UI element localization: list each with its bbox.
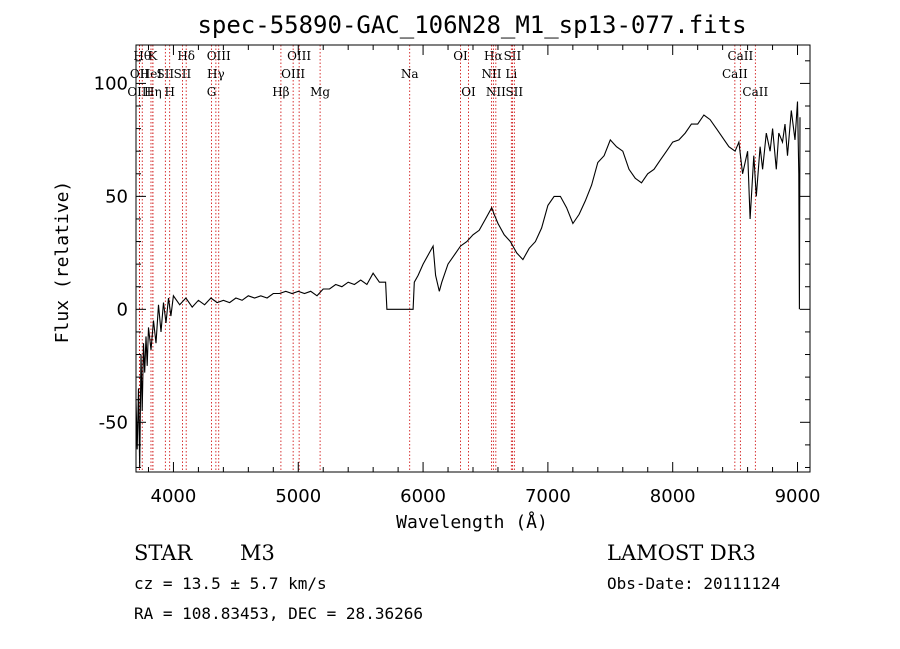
spectral-line-label: Li: [505, 67, 517, 81]
y-tick-label: 0: [117, 299, 128, 320]
spectral-line-label: G: [207, 85, 217, 99]
spectral-line-label: Hβ: [272, 85, 289, 99]
y-tick-label: -50: [99, 412, 128, 433]
y-axis-label: Flux (relative): [52, 181, 73, 344]
y-tick-label: 100: [94, 73, 128, 94]
object-class: STAR: [134, 541, 193, 565]
spectral-line-label: Na: [401, 67, 419, 81]
spectrum-series: [135, 101, 801, 468]
spectral-line-label: SII: [504, 49, 522, 63]
spectral-line-label: Hη: [144, 85, 162, 99]
spectral-line-label: OI: [461, 85, 476, 99]
spectral-line-label: Hγ: [207, 67, 225, 81]
spectral-line-label: Mg: [310, 85, 330, 99]
chart-title: spec-55890-GAC_106N28_M1_sp13-077.fits: [197, 11, 746, 39]
spectral-line-label: NII: [486, 85, 506, 99]
spectral-line-label: HeI: [140, 67, 163, 81]
coordinates: RA = 108.83453, DEC = 28.36266: [134, 604, 423, 623]
spectral-line-label: CaII: [727, 49, 753, 63]
spectral-line-label: H: [164, 85, 174, 99]
x-tick-label: 4000: [151, 486, 197, 507]
spectral-line-label: Hδ: [177, 49, 195, 63]
redshift-cz: cz = 13.5 ± 5.7 km/s: [134, 574, 327, 593]
x-tick-label: 7000: [525, 486, 571, 507]
spectral-line-label: NII: [481, 67, 501, 81]
x-tick-label: 8000: [650, 486, 696, 507]
spectral-line-label: OIII: [127, 85, 151, 99]
spectral-line-label: CaII: [722, 67, 748, 81]
spectral-line-label: CaII: [742, 85, 768, 99]
y-tick-label: 50: [105, 186, 128, 207]
spectrum-line: [135, 101, 801, 468]
spectral-line-label: SII: [174, 67, 192, 81]
spectral-line-label: SII: [505, 85, 523, 99]
plot-frame: [135, 44, 811, 473]
observation-date: Obs-Date: 20111124: [607, 574, 780, 593]
spectral-line-label: OI: [453, 49, 468, 63]
x-tick-label: 9000: [775, 486, 821, 507]
spectral-line-label: SII: [156, 67, 174, 81]
x-tick-label: 6000: [400, 486, 446, 507]
object-subclass: M3: [240, 541, 275, 565]
spectral-line-label: Hθ: [133, 49, 151, 63]
spectral-line-label: K: [148, 49, 158, 63]
axis-ticks: 4000 5000 6000 7000 8000 9000 -50 0 50 100: [94, 45, 821, 507]
spectral-line-label: OIII: [287, 49, 311, 63]
spectral-line-label: OIII: [207, 49, 231, 63]
survey-name: LAMOST DR3: [607, 541, 756, 565]
x-axis-label: Wavelength (Å): [396, 511, 548, 533]
spectral-line-label: OIII: [281, 67, 305, 81]
spectral-line-label: Hα: [484, 49, 503, 63]
x-tick-label: 5000: [275, 486, 321, 507]
